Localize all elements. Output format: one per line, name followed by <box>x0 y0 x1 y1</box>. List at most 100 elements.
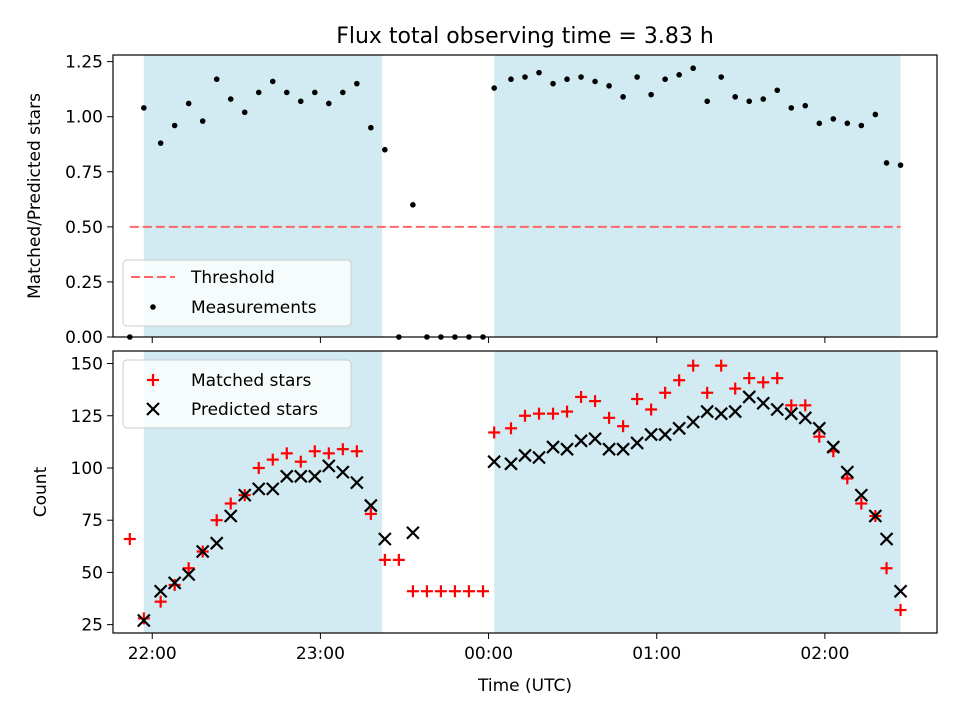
predicted-stars-point <box>784 406 799 421</box>
x-tick-label: 02:00 <box>800 644 849 664</box>
bottom-axes-frame <box>112 350 938 634</box>
measurement-point <box>883 160 890 166</box>
legend-threshold-label: Threshold <box>190 268 275 288</box>
predicted-stars-point <box>265 482 280 496</box>
matched-stars-point <box>210 514 223 527</box>
matched-stars-point <box>504 422 517 435</box>
matched-stars-point <box>392 553 405 566</box>
predicted-stars-point <box>406 525 420 540</box>
predicted-stars-point <box>616 442 630 456</box>
matched-stars-point <box>364 507 377 520</box>
bottom-xlabel: Time (UTC) <box>477 676 572 696</box>
predicted-stars-point <box>672 421 686 436</box>
predicted-stars-point <box>364 498 378 513</box>
measurement-point <box>802 102 809 109</box>
predicted-stars-point <box>812 421 827 436</box>
measurement-point <box>897 162 904 168</box>
top-panel: 0.00 0.25 0.50 0.75 1.00 1.25 Matched/Predict… <box>25 53 938 348</box>
legend-measurements-label: Measurements <box>191 298 317 318</box>
measurement-point <box>508 76 514 83</box>
y-tick-label: 50 <box>81 563 103 583</box>
predicted-stars-point <box>279 469 294 484</box>
matched-stars-point <box>743 372 756 385</box>
matched-stars-point <box>729 382 742 395</box>
matched-stars-point <box>617 420 630 433</box>
measurement-point <box>157 140 164 146</box>
legend-measurements-swatch <box>150 304 156 310</box>
bottom-legend: Matched stars Predicted stars <box>122 359 352 429</box>
y-tick-label: 1.00 <box>65 108 103 128</box>
measurement-point <box>297 98 304 105</box>
predicted-stars-point <box>518 448 532 463</box>
predicted-stars-point <box>840 465 855 479</box>
predicted-stars-point <box>854 488 869 502</box>
measurement-point <box>185 100 192 107</box>
predicted-stars-point <box>770 402 785 417</box>
measurement-point <box>326 100 332 107</box>
predicted-stars-point <box>251 482 266 496</box>
matched-stars-point <box>336 443 349 456</box>
measurement-point <box>550 80 556 87</box>
top-legend-box <box>122 259 352 327</box>
matched-stars-point <box>894 604 907 617</box>
matched-stars-point <box>799 399 812 412</box>
predicted-stars-point <box>153 584 168 599</box>
matched-stars-point <box>168 578 181 591</box>
bottom-y-axis: 25 50 75 100 125 150 <box>71 355 113 636</box>
y-tick-label: 0.00 <box>65 328 103 348</box>
predicted-stars-point <box>167 576 182 590</box>
matched-stars-point <box>448 585 461 598</box>
predicted-stars-point <box>223 509 238 523</box>
predicted-stars-point <box>137 613 151 628</box>
matched-stars-point <box>350 445 363 458</box>
predicted-stars-point <box>700 404 714 419</box>
matched-stars-point <box>519 409 531 422</box>
measurement-point <box>746 98 753 105</box>
y-tick-label: 1.25 <box>65 53 103 73</box>
measurement-point <box>522 74 528 80</box>
predicted-stars-point <box>602 442 616 456</box>
predicted-stars-point <box>714 406 728 421</box>
y-tick-label: 0.50 <box>65 218 103 238</box>
measurement-point <box>830 116 837 122</box>
measurement-point <box>676 72 682 78</box>
predicted-stars-point <box>209 536 224 550</box>
predicted-stars-point <box>630 436 644 450</box>
measurement-point <box>491 85 497 91</box>
matched-stars-point <box>575 390 588 403</box>
bottom-ylabel: Count <box>31 466 51 517</box>
predicted-stars-point <box>686 415 700 429</box>
predicted-stars-point <box>560 442 574 456</box>
legend-matched-label: Matched stars <box>191 371 311 391</box>
matched-stars-point <box>123 533 136 545</box>
legend-predicted-swatch <box>146 402 160 416</box>
predicted-stars-point <box>350 475 364 490</box>
predicted-stars-point <box>742 390 756 404</box>
matched-stars-point <box>687 359 700 372</box>
shaded-interval <box>494 351 901 633</box>
measurement-point <box>690 65 696 72</box>
shaded-interval <box>494 55 901 337</box>
predicted-stars-point <box>826 440 841 454</box>
predicted-stars-point <box>756 396 771 411</box>
matched-stars-point <box>771 372 784 385</box>
x-tick-label: 22:00 <box>128 644 177 664</box>
matched-stars-point <box>841 472 854 485</box>
predicted-stars-point <box>504 457 518 471</box>
measurement-point <box>606 83 612 89</box>
matched-stars-point <box>631 393 644 406</box>
x-tick-label: 00:00 <box>464 644 513 664</box>
measurement-point <box>718 74 724 80</box>
top-axes-frame <box>112 54 938 338</box>
matched-stars-point <box>406 585 419 598</box>
top-x-axis <box>151 337 826 343</box>
predicted-stars-point <box>644 427 658 442</box>
measurement-point <box>816 120 823 127</box>
bottom-x-axis: 22:00 23:00 00:00 01:00 02:00 <box>128 633 849 664</box>
matched-stars-point <box>880 562 893 575</box>
matched-stars-point <box>294 455 307 468</box>
matched-stars-point <box>603 411 616 424</box>
measurement-point <box>311 89 318 96</box>
predicted-stars-point <box>868 509 883 523</box>
